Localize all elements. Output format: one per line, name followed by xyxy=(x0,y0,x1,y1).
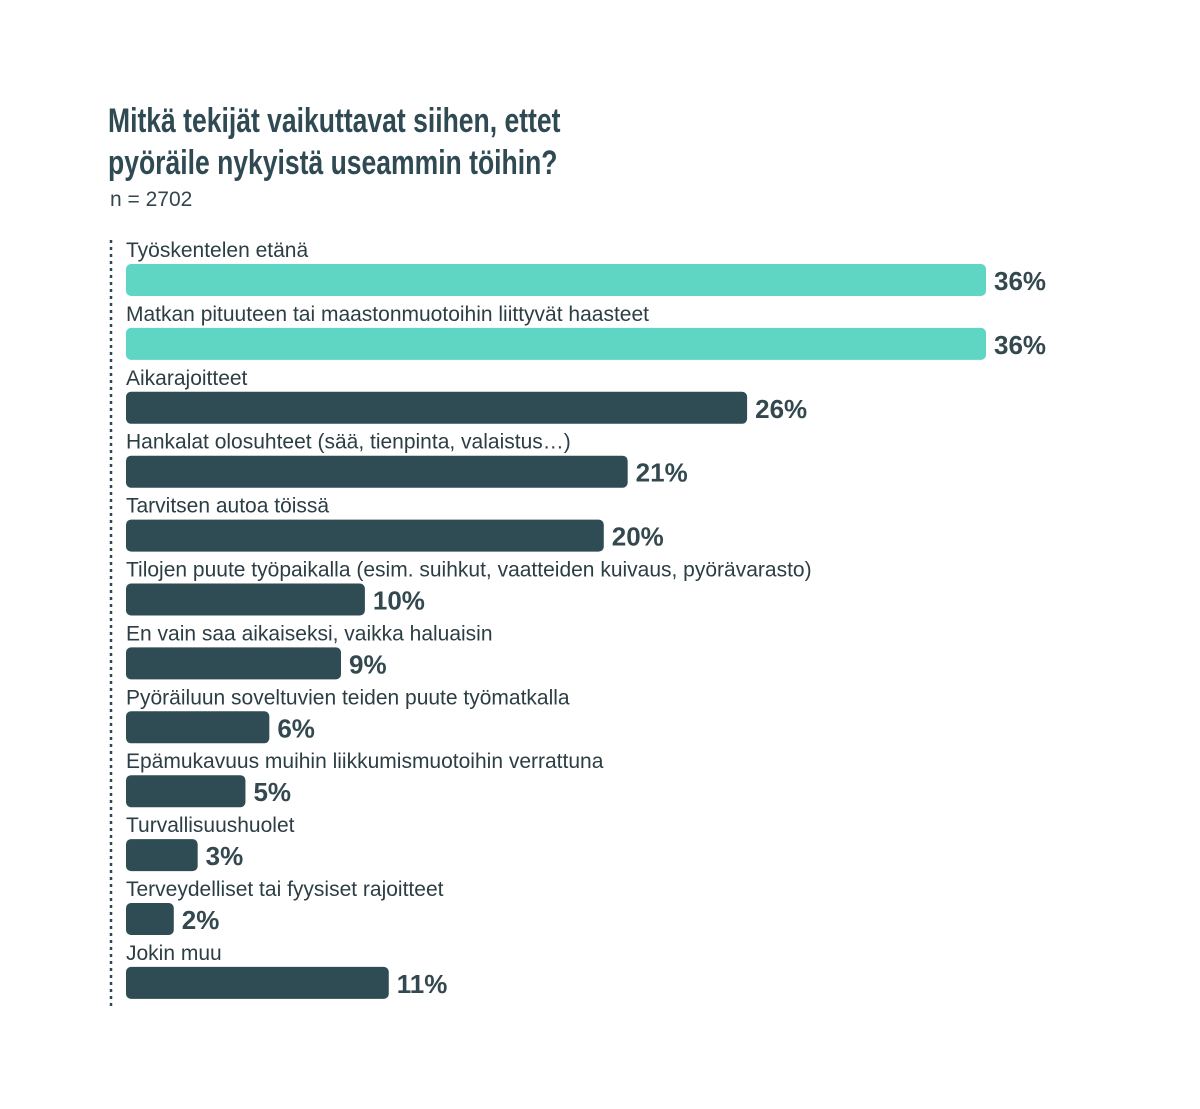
bar-row: Terveydelliset tai fyysiset rajoitteet 2% xyxy=(126,878,444,935)
value-label: 36% xyxy=(994,330,1046,360)
bar xyxy=(126,327,986,360)
bar xyxy=(126,391,748,424)
category-label: Hankalat olosuhteet (sää, tienpinta, val… xyxy=(126,431,571,454)
bar xyxy=(126,775,246,808)
value-label: 26% xyxy=(755,394,807,424)
category-label: En vain saa aikaiseksi, vaikka haluaisin xyxy=(126,622,493,645)
bar xyxy=(126,903,174,935)
value-label: 20% xyxy=(612,522,664,552)
bar xyxy=(126,264,986,296)
bar-row: Pyöräiluun soveltuvien teiden puute työm… xyxy=(126,686,570,744)
bar-row: Matkan pituuteen tai maastonmuotoihin li… xyxy=(126,303,1046,360)
category-label: Matkan pituuteen tai maastonmuotoihin li… xyxy=(126,303,649,326)
bar-row: Turvallisuushuolet 3% xyxy=(126,814,295,872)
value-label: 10% xyxy=(373,586,425,616)
value-label: 6% xyxy=(277,713,315,743)
value-label: 3% xyxy=(206,841,244,871)
bar-row: En vain saa aikaiseksi, vaikka haluaisin… xyxy=(126,622,493,680)
bar-row: Tilojen puute työpaikalla (esim. suihkut… xyxy=(126,559,812,616)
category-label: Tarvitsen autoa töissä xyxy=(126,495,329,518)
category-label: Epämukavuus muihin liikkumismuotoihin ve… xyxy=(126,750,604,773)
bar xyxy=(126,647,341,680)
bar-row: Jokin muu 11% xyxy=(126,942,447,999)
bar-row: Aikarajoitteet 26% xyxy=(126,367,807,424)
value-label: 21% xyxy=(636,458,688,488)
chart-title-line2: pyöräile nykyistä useammin töihin? xyxy=(108,144,558,182)
chart-title: Mitkä tekijät vaikuttavat siihen, ettet … xyxy=(108,100,654,184)
value-label: 9% xyxy=(349,649,387,679)
chart-subtitle: n = 2702 xyxy=(110,188,193,211)
bar xyxy=(126,839,198,872)
value-label: 2% xyxy=(182,905,220,935)
category-label: Terveydelliset tai fyysiset rajoitteet xyxy=(126,878,444,901)
chart-title-line1: Mitkä tekijät vaikuttavat siihen, ettet xyxy=(108,102,561,140)
value-label: 11% xyxy=(397,969,448,999)
bar xyxy=(126,583,365,616)
bar xyxy=(126,455,628,488)
category-label: Pyöräiluun soveltuvien teiden puute työm… xyxy=(126,686,570,709)
bar xyxy=(126,519,604,552)
category-label: Turvallisuushuolet xyxy=(126,814,295,837)
bar-row: Hankalat olosuhteet (sää, tienpinta, val… xyxy=(126,431,688,488)
category-label: Tilojen puute työpaikalla (esim. suihkut… xyxy=(126,559,812,582)
category-label: Työskentelen etänä xyxy=(126,239,308,262)
value-label: 5% xyxy=(253,777,291,807)
value-label: 36% xyxy=(994,266,1046,296)
bar xyxy=(126,711,270,744)
category-label: Aikarajoitteet xyxy=(126,367,248,390)
bar-row: Työskentelen etänä 36% xyxy=(126,239,1046,296)
bar-row: Epämukavuus muihin liikkumismuotoihin ve… xyxy=(126,750,604,808)
category-label: Jokin muu xyxy=(126,942,222,965)
bar xyxy=(126,966,389,999)
bar-row: Tarvitsen autoa töissä 20% xyxy=(126,495,664,552)
